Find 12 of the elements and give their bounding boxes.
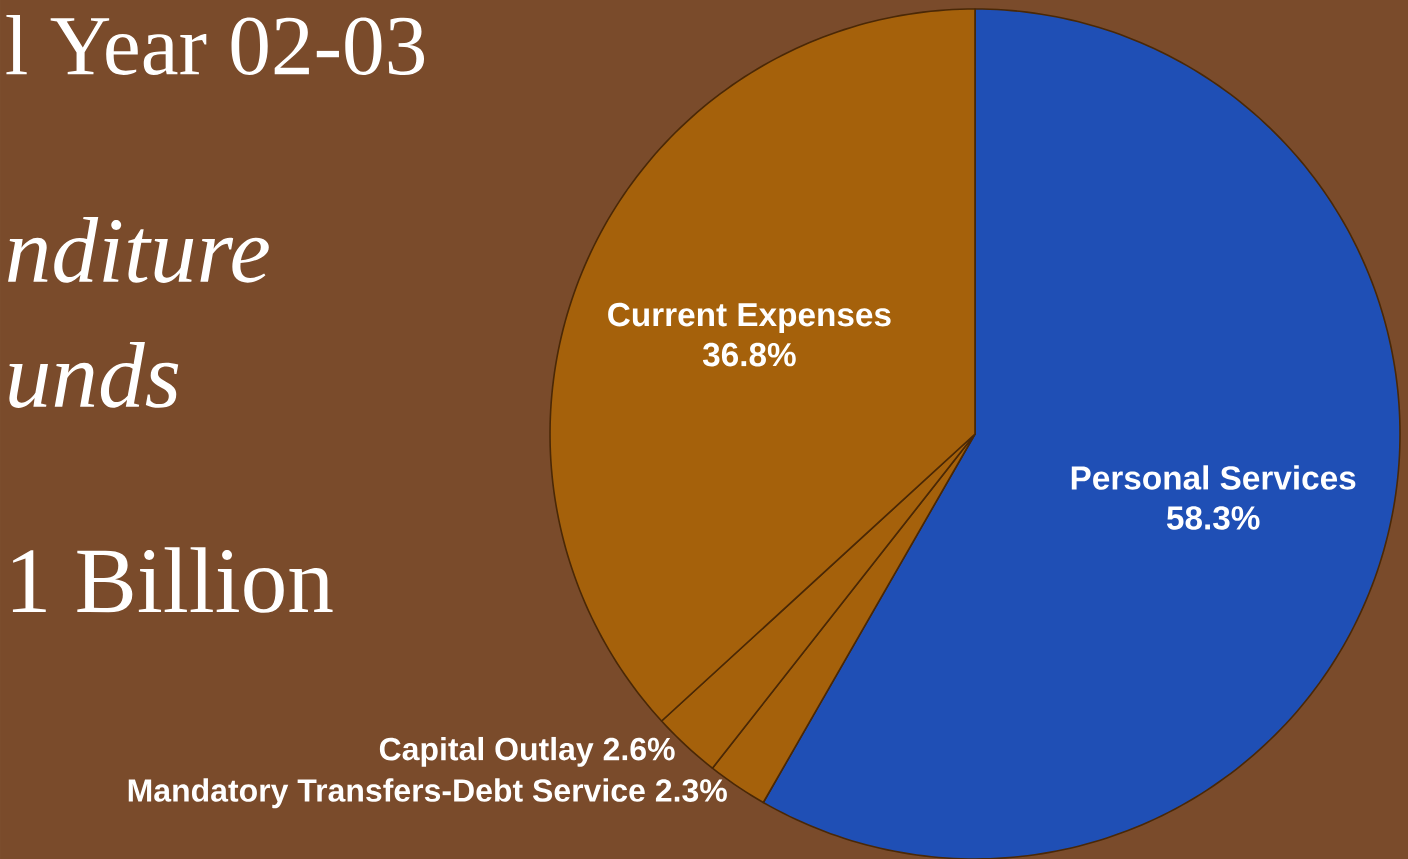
chart-title: l Year 02-03 [6, 14, 425, 76]
text: 1 Billion [12, 547, 333, 613]
data-label: 2.6% [603, 737, 675, 761]
data-label: 2.3% [655, 779, 727, 802]
text: nditure [8, 217, 269, 283]
slice-label: Capital Outlay [379, 736, 594, 767]
data-label: 36.8% [702, 342, 796, 367]
text: unds [9, 342, 179, 408]
slice-label: Current Expenses [608, 302, 891, 334]
slice-label: Mandatory Transfers-Debt Service [128, 778, 645, 809]
slice-label: Personal Services [1071, 465, 1356, 490]
data-label: 58.3% [1166, 506, 1260, 530]
